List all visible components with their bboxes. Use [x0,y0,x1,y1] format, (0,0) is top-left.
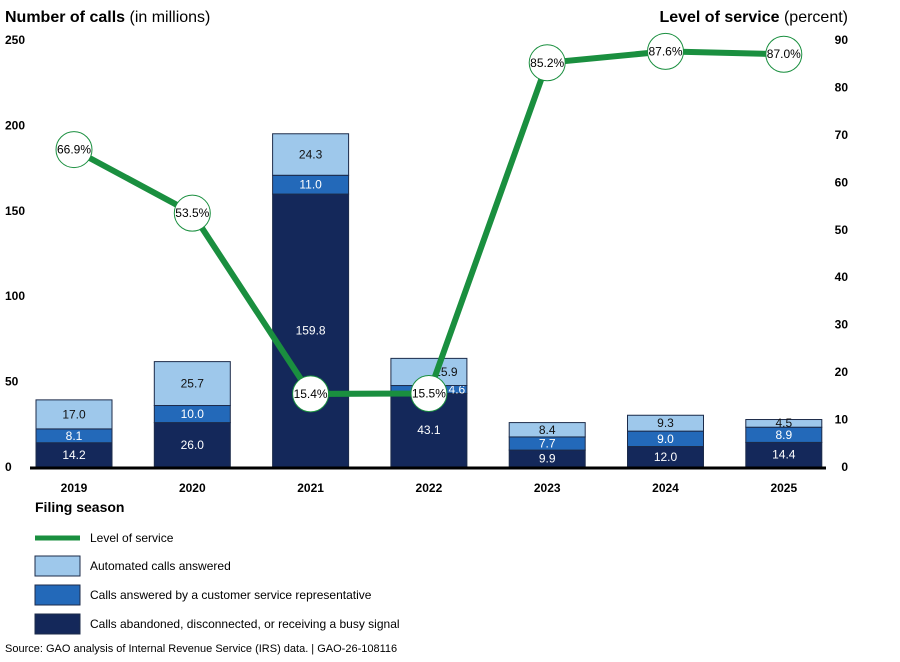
right-tick-label: 50 [835,223,849,237]
legend-label: Calls abandoned, disconnected, or receiv… [90,617,400,631]
legend-label: Automated calls answered [90,559,231,573]
x-axis-title: Filing season [35,499,124,515]
legend-swatch [34,613,81,635]
x-tick-label: 2022 [416,481,443,495]
data-label: 43.1 [417,423,441,437]
bar-segment [272,193,350,468]
bar-segment [508,422,586,438]
line-point [410,374,448,412]
data-label: 4.5 [775,416,792,430]
left-tick-label: 150 [5,204,25,218]
left-tick-label: 250 [5,33,25,47]
bar-segment [627,414,704,432]
line-point-label: 66.9% [57,143,91,157]
data-label: 8.4 [539,423,556,437]
source-note: Source: GAO analysis of Internal Revenue… [5,643,397,655]
data-label: 8.1 [66,429,83,443]
line-point [528,44,566,82]
data-label: 9.9 [539,452,556,466]
legend-swatch [34,555,81,577]
line-point [55,131,93,169]
bar-segment [35,399,113,430]
bar-segment [745,441,823,468]
line-point-label: 87.6% [648,44,682,58]
line-point-label: 53.5% [175,206,209,220]
left-axis-title: Number of calls (in millions) [5,9,210,26]
data-label: 25.7 [181,377,205,391]
data-label: 26.0 [181,438,205,452]
x-tick-label: 2021 [297,481,324,495]
right-tick-label: 20 [835,365,849,379]
data-label: 14.4 [772,448,796,462]
line-point [647,32,684,70]
data-label: 159.8 [296,324,326,338]
right-tick-label: 10 [835,413,849,427]
right-tick-label: 70 [835,128,849,142]
data-label: 7.7 [539,437,556,451]
line-point [292,375,330,413]
line-point [173,194,211,232]
right-axis-title: Level of service (percent) [659,9,848,26]
line-point-label: 87.0% [767,47,801,61]
bar-segment [745,419,823,428]
line-point-label: 15.5% [412,386,446,400]
right-tick-label: 80 [835,80,849,94]
bar-segment [272,133,350,176]
bar-segment [153,422,231,468]
data-label: 14.2 [62,448,86,462]
legend-swatch [34,584,81,606]
legend-label: Calls answered by a customer service rep… [90,588,372,602]
legend-label: Level of service [90,531,174,545]
line-point-label: 15.4% [294,387,328,401]
left-tick-label: 200 [5,118,25,132]
right-tick-label: 60 [835,175,849,189]
data-label: 8.9 [775,428,792,442]
x-tick-label: 2019 [61,481,88,495]
data-label: 17.0 [62,407,86,421]
bar-segment [153,361,231,407]
line-point [765,35,803,73]
x-tick-label: 2024 [652,481,679,495]
x-tick-label: 2020 [179,481,206,495]
data-label: 10.0 [181,407,205,421]
right-tick-label: 30 [835,318,849,332]
data-label: 11.0 [299,178,322,192]
data-label: 24.3 [299,148,323,162]
x-tick-label: 2025 [770,481,797,495]
left-tick-label: 0 [5,460,12,474]
right-tick-label: 0 [841,460,848,474]
left-tick-label: 100 [5,289,25,303]
x-tick-label: 2023 [534,481,561,495]
line-point-label: 85.2% [530,56,564,70]
bar-segment [35,442,113,468]
right-tick-label: 90 [835,33,849,47]
data-label: 9.0 [657,432,674,446]
right-tick-label: 40 [835,270,849,284]
data-label: 9.3 [657,416,674,430]
left-tick-label: 50 [5,375,19,389]
data-label: 12.0 [654,450,678,464]
